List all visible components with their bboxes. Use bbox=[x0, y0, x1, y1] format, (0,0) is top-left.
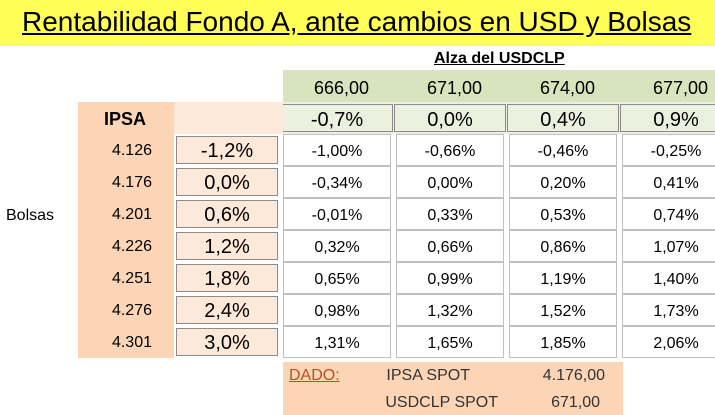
ipsa-change-cell: -1,2% bbox=[176, 136, 278, 164]
page-title: Rentabilidad Fondo A, ante cambios en US… bbox=[0, 0, 715, 46]
ipsa-spot-label: IPSA SPOT bbox=[386, 367, 470, 384]
usd-level-cell: 677,00 bbox=[652, 78, 708, 98]
dado-label: DADO: bbox=[289, 367, 340, 384]
return-cell: 1,73% bbox=[622, 294, 715, 326]
return-cell: 1,19% bbox=[509, 262, 617, 294]
return-cell: 0,98% bbox=[283, 294, 391, 326]
ipsa-level-cell: 4.226 bbox=[111, 238, 152, 255]
return-cell: 2,06% bbox=[622, 326, 715, 358]
ipsa-spot-value: 4.176,00 bbox=[542, 367, 605, 384]
return-cell: 1,40% bbox=[622, 262, 715, 294]
ipsa-level-cell: 4.126 bbox=[111, 142, 152, 159]
return-cell: 0,66% bbox=[396, 230, 504, 262]
dado-box bbox=[283, 362, 623, 415]
return-cell: -0,25% bbox=[622, 134, 715, 166]
ipsa-change-cell: 3,0% bbox=[176, 328, 278, 356]
usdclp-spot-value: 671,00 bbox=[551, 394, 600, 411]
usd-change-cell: 0,9% bbox=[620, 104, 715, 132]
usd-level-cell: 666,00 bbox=[313, 78, 369, 98]
return-cell: 0,53% bbox=[509, 198, 617, 230]
return-cell: 1,52% bbox=[509, 294, 617, 326]
return-cell: 0,20% bbox=[509, 166, 617, 198]
return-cell: -0,34% bbox=[283, 166, 391, 198]
usd-level-header-row bbox=[283, 70, 715, 102]
return-cell: 0,74% bbox=[622, 198, 715, 230]
usdclp-spot-label: USDCLP SPOT bbox=[385, 394, 498, 411]
ipsa-change-cell: 0,0% bbox=[176, 168, 278, 196]
usd-axis-title: Alza del USDCLP bbox=[434, 50, 565, 67]
return-cell: 0,65% bbox=[283, 262, 391, 294]
ipsa-column bbox=[78, 102, 174, 358]
page-title-text: Rentabilidad Fondo A, ante cambios en US… bbox=[22, 6, 692, 37]
return-cell: 1,65% bbox=[396, 326, 504, 358]
ipsa-change-cell: 1,2% bbox=[176, 232, 278, 260]
return-cell: 1,31% bbox=[283, 326, 391, 358]
return-cell: 0,00% bbox=[396, 166, 504, 198]
ipsa-level-cell: 4.251 bbox=[111, 270, 152, 287]
usd-change-cell: -0,7% bbox=[281, 104, 393, 132]
ipsa-level-cell: 4.176 bbox=[111, 174, 152, 191]
return-cell: -0,01% bbox=[283, 198, 391, 230]
ipsa-change-header bbox=[174, 102, 283, 134]
return-cell: -1,00% bbox=[283, 134, 391, 166]
bolsas-label: Bolsas bbox=[6, 207, 55, 224]
return-cell: 0,32% bbox=[283, 230, 391, 262]
return-cell: -0,66% bbox=[396, 134, 504, 166]
ipsa-change-cell: 2,4% bbox=[176, 296, 278, 324]
ipsa-change-cell: 1,8% bbox=[176, 264, 278, 292]
return-cell: 0,33% bbox=[396, 198, 504, 230]
return-cell: 0,86% bbox=[509, 230, 617, 262]
ipsa-header: IPSA bbox=[104, 109, 147, 129]
usd-change-cell: 0,0% bbox=[394, 104, 506, 132]
usd-level-cell: 674,00 bbox=[539, 78, 595, 98]
return-cell: 0,99% bbox=[396, 262, 504, 294]
usd-level-cell: 671,00 bbox=[426, 78, 482, 98]
return-cell: 1,85% bbox=[509, 326, 617, 358]
return-cell: 1,32% bbox=[396, 294, 504, 326]
usd-change-cell: 0,4% bbox=[507, 104, 619, 132]
ipsa-level-cell: 4.276 bbox=[111, 302, 152, 319]
ipsa-level-cell: 4.201 bbox=[111, 206, 152, 223]
return-cell: 1,07% bbox=[622, 230, 715, 262]
ipsa-level-cell: 4.301 bbox=[111, 334, 152, 351]
return-cell: 0,41% bbox=[622, 166, 715, 198]
ipsa-change-cell: 0,6% bbox=[176, 200, 278, 228]
return-cell: -0,46% bbox=[509, 134, 617, 166]
